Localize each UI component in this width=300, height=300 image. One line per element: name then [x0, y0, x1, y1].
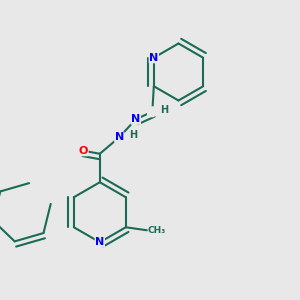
- Text: CH₃: CH₃: [147, 226, 166, 235]
- Text: O: O: [79, 146, 88, 156]
- Text: N: N: [149, 53, 158, 63]
- Text: H: H: [129, 130, 137, 140]
- Text: N: N: [131, 114, 140, 124]
- Text: H: H: [160, 105, 168, 115]
- Text: N: N: [95, 237, 104, 247]
- Text: N: N: [115, 132, 124, 142]
